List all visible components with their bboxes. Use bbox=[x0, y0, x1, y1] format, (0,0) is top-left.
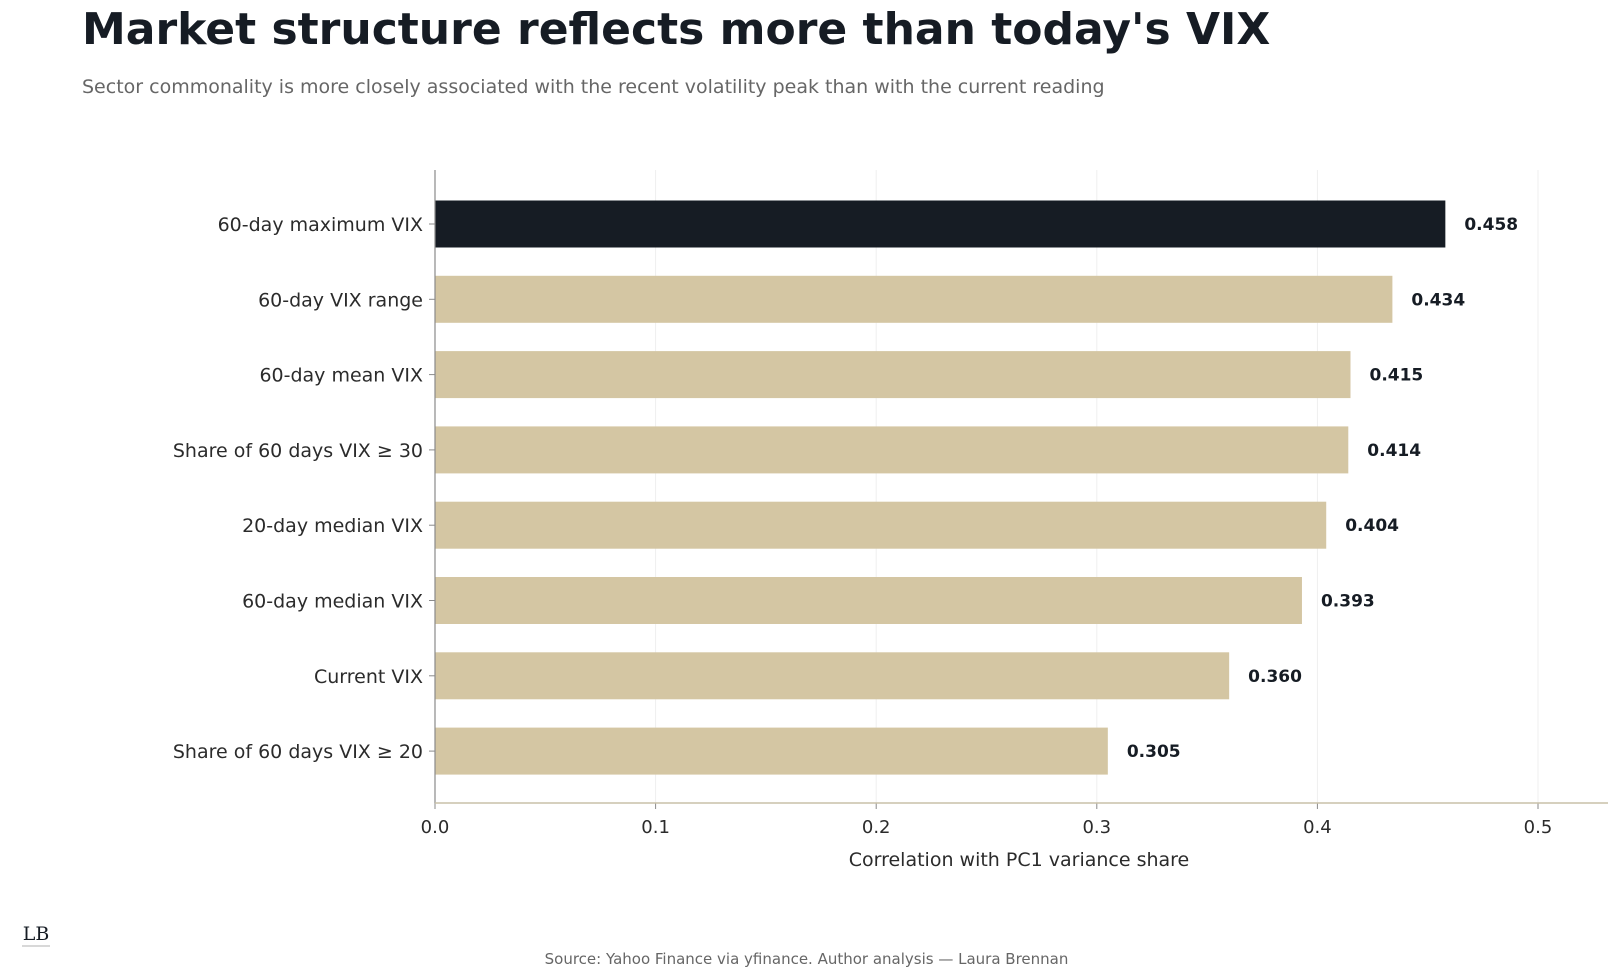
category-label: 60-day mean VIX bbox=[259, 365, 423, 387]
category-label: Share of 60 days VIX ≥ 30 bbox=[173, 440, 423, 462]
value-label: 0.414 bbox=[1367, 441, 1421, 461]
gridlines bbox=[655, 170, 1539, 803]
chart-subtitle: Sector commonality is more closely assoc… bbox=[82, 76, 1105, 98]
bar bbox=[435, 200, 1446, 248]
bar bbox=[435, 275, 1393, 323]
x-tick-label: 0.3 bbox=[1082, 817, 1111, 838]
value-label: 0.415 bbox=[1369, 366, 1423, 386]
chart-title: Market structure reflects more than toda… bbox=[82, 4, 1271, 55]
bars bbox=[435, 200, 1446, 775]
bar bbox=[435, 577, 1302, 624]
category-label: Share of 60 days VIX ≥ 20 bbox=[173, 741, 423, 763]
bar bbox=[435, 727, 1108, 775]
x-tick-label: 0.4 bbox=[1303, 817, 1332, 838]
value-label: 0.434 bbox=[1411, 290, 1465, 310]
category-label: Current VIX bbox=[314, 666, 423, 688]
x-tick-label: 0.2 bbox=[862, 817, 891, 838]
bar bbox=[435, 426, 1349, 474]
value-label: 0.305 bbox=[1127, 742, 1181, 762]
value-label: 0.360 bbox=[1248, 667, 1302, 687]
x-tick-label: 0.0 bbox=[421, 817, 450, 838]
value-label: 0.393 bbox=[1321, 592, 1375, 612]
value-label: 0.458 bbox=[1464, 215, 1518, 235]
author-logo: LB bbox=[22, 923, 50, 947]
labels: 60-day maximum VIX 0.458 60-day VIX range 0… bbox=[173, 214, 1518, 763]
logo-monogram: LB bbox=[23, 923, 50, 945]
category-label: 60-day VIX range bbox=[258, 289, 423, 311]
category-label: 60-day median VIX bbox=[242, 591, 423, 613]
x-axis-title: Correlation with PC1 variance share bbox=[849, 849, 1190, 871]
value-label: 0.404 bbox=[1345, 516, 1399, 536]
category-label: 20-day median VIX bbox=[242, 515, 423, 537]
bar bbox=[435, 501, 1327, 549]
bar bbox=[435, 351, 1351, 399]
category-label: 60-day maximum VIX bbox=[218, 214, 423, 236]
x-tick-label: 0.5 bbox=[1524, 817, 1553, 838]
x-tick-label: 0.1 bbox=[641, 817, 670, 838]
bar bbox=[435, 652, 1230, 700]
source-note: Source: Yahoo Finance via yfinance. Auth… bbox=[544, 950, 1069, 968]
axes: 0.0 0.1 0.2 0.3 0.4 0.5 bbox=[421, 170, 1608, 838]
